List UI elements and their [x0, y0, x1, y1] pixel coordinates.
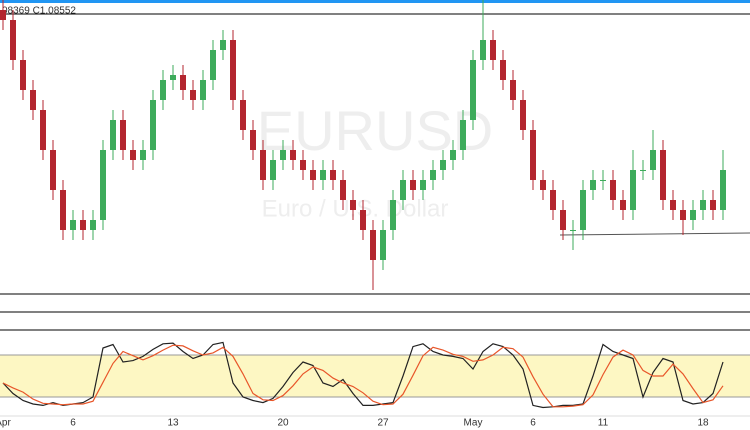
candle-body: [260, 150, 266, 180]
candle-body: [540, 180, 546, 190]
top-bar: [0, 0, 750, 3]
candle-body: [250, 130, 256, 150]
x-tick-label: 13: [167, 418, 179, 429]
candle-body: [470, 60, 476, 120]
stoch-line: [2, 341, 724, 409]
candle-body: [670, 200, 676, 210]
candle-body: [360, 210, 366, 230]
candle-body: [400, 180, 406, 200]
x-tick-label: May: [464, 418, 483, 429]
candle-body: [590, 180, 596, 190]
candle-body: [690, 210, 696, 220]
candle-body: [220, 40, 226, 50]
candle-body: [430, 170, 436, 180]
candle-body: [110, 120, 116, 150]
candle-body: [390, 200, 396, 230]
candle-body: [10, 20, 16, 60]
candle-body: [100, 150, 106, 220]
candle-body: [0, 10, 6, 20]
candle-body: [600, 180, 606, 181]
candle-body: [30, 90, 36, 110]
candle-body: [410, 180, 416, 190]
x-tick-label: 6: [530, 418, 536, 429]
candle-body: [180, 75, 186, 90]
candle-body: [480, 40, 486, 60]
candle-body: [290, 150, 296, 160]
candle-body: [50, 150, 56, 190]
candle-body: [120, 120, 126, 150]
candle-body: [40, 110, 46, 150]
x-tick-label: 11: [598, 418, 609, 429]
x-tick-label: 20: [277, 418, 289, 429]
candle-body: [310, 170, 316, 180]
candle-body: [500, 60, 506, 80]
candle-body: [560, 210, 566, 230]
candle-body: [580, 190, 586, 230]
trend-line: [559, 232, 750, 236]
candle-body: [700, 200, 706, 210]
candle-body: [320, 170, 326, 180]
x-tick-label: 18: [697, 418, 709, 429]
candle-body: [610, 180, 616, 200]
candle-body: [440, 160, 446, 170]
candle-body: [720, 170, 726, 210]
x-tick-label: 6: [70, 418, 76, 429]
candle-body: [240, 100, 246, 130]
candle-body: [90, 220, 96, 230]
candle-body: [160, 80, 166, 100]
candle-body: [630, 170, 636, 210]
x-tick-label: 27: [377, 418, 389, 429]
candle-body: [70, 220, 76, 230]
candle-body: [640, 170, 646, 171]
candle-body: [140, 150, 146, 160]
candle-body: [150, 100, 156, 150]
candle-body: [570, 230, 576, 231]
candle-body: [420, 180, 426, 190]
ohlc-readout: 08369 C1.08552: [2, 6, 76, 17]
candle-body: [380, 230, 386, 260]
candle-body: [370, 230, 376, 260]
candle-body: [450, 150, 456, 160]
candle-body: [710, 200, 716, 210]
candle-body: [460, 120, 466, 150]
x-tick-label: Apr: [0, 418, 11, 429]
candle-body: [660, 150, 666, 200]
candle-body: [340, 180, 346, 200]
candle-body: [80, 220, 86, 230]
candle-body: [190, 90, 196, 100]
candle-body: [530, 130, 536, 180]
candle-body: [210, 50, 216, 80]
stoch-line: [2, 344, 724, 408]
candle-body: [230, 40, 236, 100]
candle-body: [620, 200, 626, 210]
candle-body: [680, 210, 686, 220]
candle-body: [650, 150, 656, 170]
candle-body: [200, 80, 206, 100]
candle-body: [550, 190, 556, 210]
candle-body: [270, 160, 276, 180]
candle-body: [490, 40, 496, 60]
candle-body: [130, 150, 136, 160]
candle-body: [20, 60, 26, 90]
candle-body: [170, 75, 176, 80]
candle-body: [350, 200, 356, 210]
candle-body: [330, 170, 336, 180]
candle-body: [300, 160, 306, 170]
candle-body: [510, 80, 516, 100]
candle-body: [60, 190, 66, 230]
candle-body: [280, 150, 286, 160]
candle-body: [520, 100, 526, 130]
